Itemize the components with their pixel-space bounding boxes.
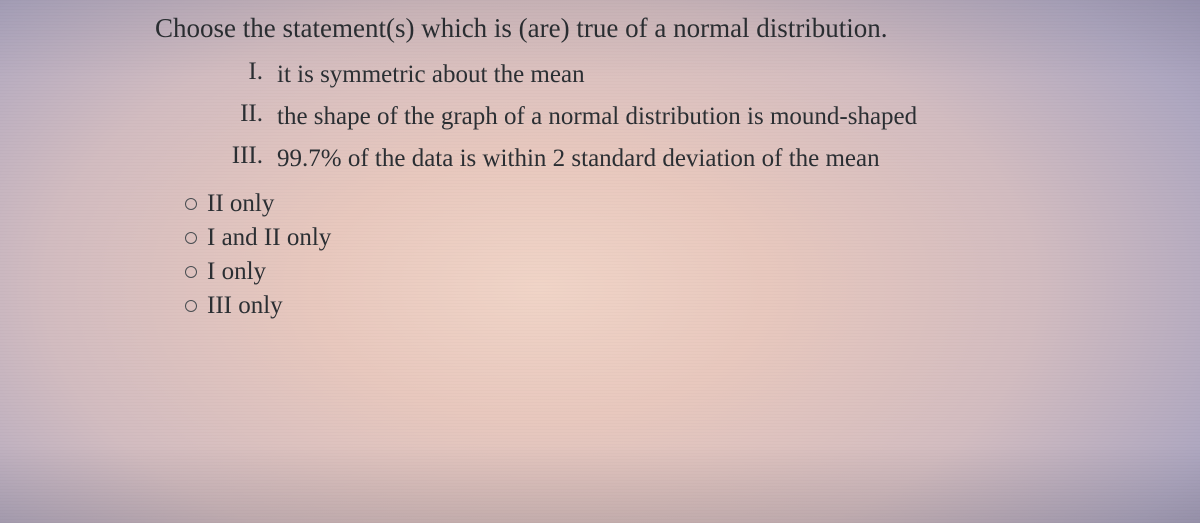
question-block: Choose the statement(s) which is (are) t… xyxy=(155,10,1020,326)
radio-icon xyxy=(185,232,197,244)
option-label: I only xyxy=(207,258,266,286)
statement-text: it is symmetric about the mean xyxy=(277,58,1020,92)
statement-numeral: III. xyxy=(215,142,277,170)
question-prompt: Choose the statement(s) which is (are) t… xyxy=(155,10,1020,46)
statement-list: I. it is symmetric about the mean II. th… xyxy=(215,58,1020,175)
radio-icon xyxy=(185,300,197,312)
answer-option[interactable]: I and II only xyxy=(185,224,1020,252)
answer-option[interactable]: I only xyxy=(185,258,1020,286)
option-label: I and II only xyxy=(207,224,331,252)
option-label: II only xyxy=(207,190,274,218)
statement-row: II. the shape of the graph of a normal d… xyxy=(215,100,1020,134)
statement-row: III. 99.7% of the data is within 2 stand… xyxy=(215,142,1020,176)
statement-row: I. it is symmetric about the mean xyxy=(215,58,1020,92)
statement-numeral: II. xyxy=(215,100,277,128)
option-label: III only xyxy=(207,292,283,320)
answer-option[interactable]: III only xyxy=(185,292,1020,320)
radio-icon xyxy=(185,198,197,210)
radio-icon xyxy=(185,266,197,278)
statement-numeral: I. xyxy=(215,58,277,86)
answer-options: II only I and II only I only III only xyxy=(185,190,1020,320)
statement-text: the shape of the graph of a normal distr… xyxy=(277,100,1020,134)
answer-option[interactable]: II only xyxy=(185,190,1020,218)
statement-text: 99.7% of the data is within 2 standard d… xyxy=(277,142,1020,176)
